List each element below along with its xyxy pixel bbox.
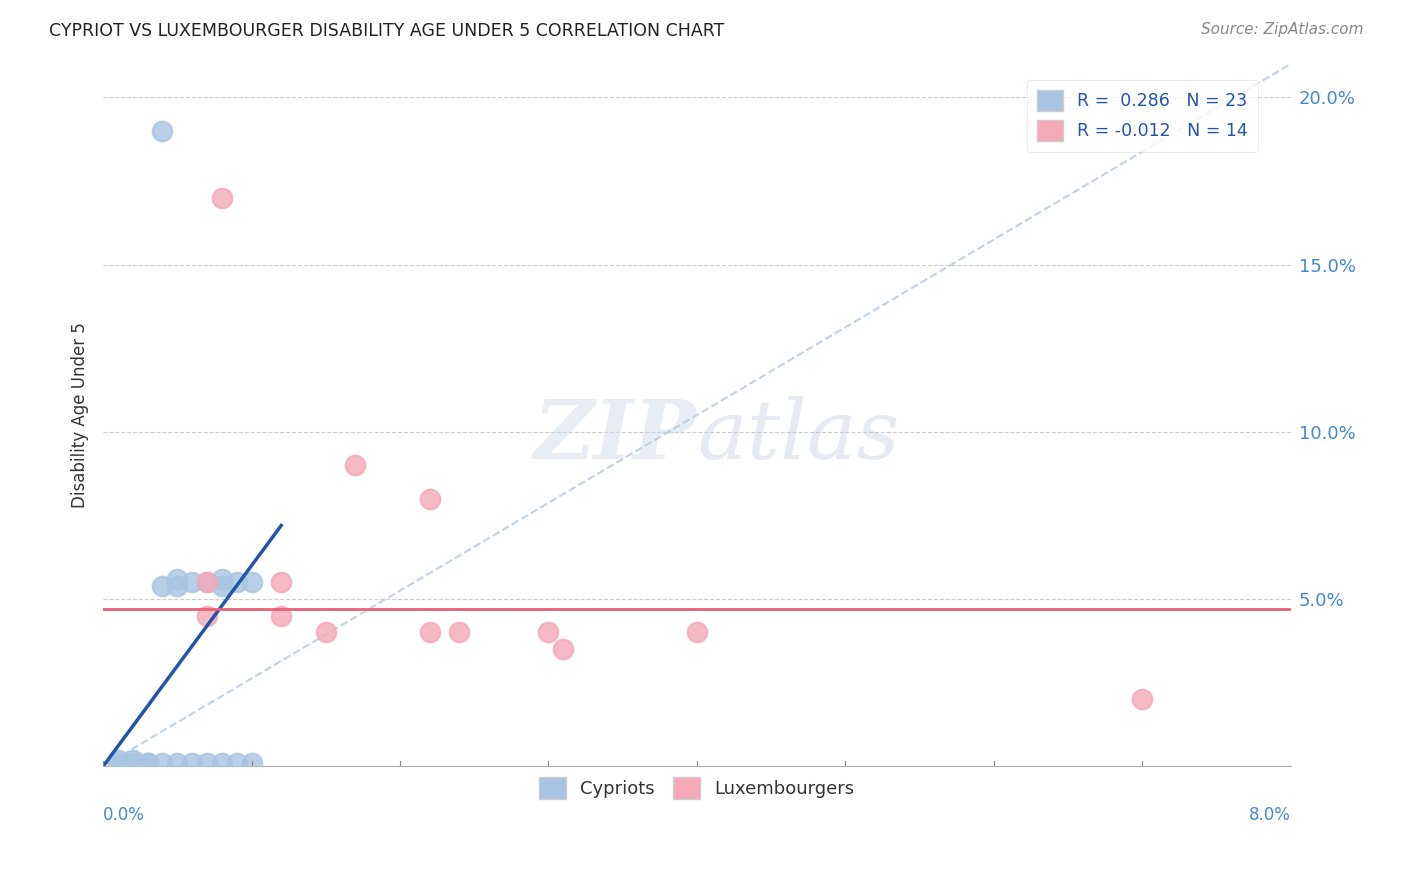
Point (240, 575, 263, 590)
Point (225, 756, 247, 770)
Point (315, 625, 337, 640)
Point (553, 642, 575, 657)
Point (136, 756, 159, 770)
Point (107, 753, 129, 767)
Point (152, 756, 174, 770)
Y-axis label: Disability Age Under 5: Disability Age Under 5 (72, 322, 89, 508)
Point (181, 575, 204, 590)
Text: 0.0%: 0.0% (103, 806, 145, 824)
Text: 8.0%: 8.0% (1249, 806, 1291, 824)
Point (195, 575, 218, 590)
Point (195, 756, 218, 770)
Point (121, 753, 143, 767)
Point (270, 608, 292, 623)
Legend: Cypriots, Luxembourgers: Cypriots, Luxembourgers (531, 770, 862, 806)
Point (419, 625, 441, 640)
Point (152, 124, 174, 138)
Point (686, 625, 709, 640)
Point (166, 572, 188, 586)
Text: Source: ZipAtlas.com: Source: ZipAtlas.com (1201, 22, 1364, 37)
Point (419, 491, 441, 506)
Text: atlas: atlas (697, 396, 900, 476)
Point (344, 458, 367, 473)
Text: ZIP: ZIP (534, 396, 697, 476)
Point (195, 575, 218, 590)
Point (195, 608, 218, 623)
Point (537, 625, 560, 640)
Point (225, 575, 247, 590)
Point (211, 191, 233, 205)
Point (136, 756, 159, 770)
Point (1130, 692, 1153, 706)
Point (211, 579, 233, 593)
Point (270, 575, 292, 590)
Point (211, 572, 233, 586)
Point (211, 756, 233, 770)
Point (449, 625, 471, 640)
Point (152, 579, 174, 593)
Point (181, 756, 204, 770)
Point (121, 756, 143, 770)
Text: CYPRIOT VS LUXEMBOURGER DISABILITY AGE UNDER 5 CORRELATION CHART: CYPRIOT VS LUXEMBOURGER DISABILITY AGE U… (49, 22, 724, 40)
Point (240, 756, 263, 770)
Point (166, 579, 188, 593)
Point (107, 756, 129, 770)
Point (166, 756, 188, 770)
